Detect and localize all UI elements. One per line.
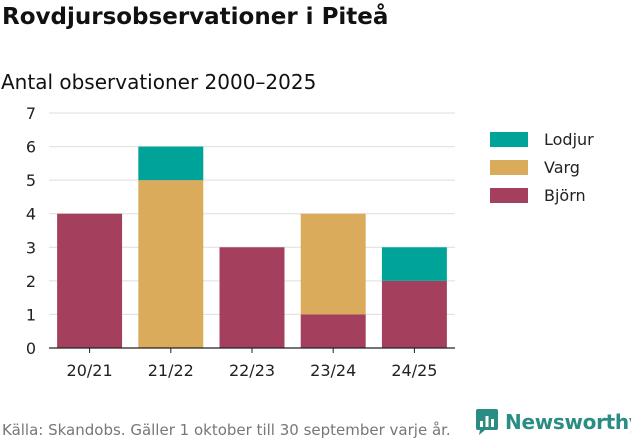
y-axis-ticks: 0 1 2 3 4 5 6 7 [26,104,36,358]
legend-swatch-björn [490,188,528,203]
bar-björn-20-21 [57,213,123,348]
y-tick-label: 5 [26,171,36,190]
legend-label-varg: Varg [544,158,580,177]
x-tick-label: 23/24 [310,361,356,380]
chart-title: Rovdjursobservationer i Piteå [2,4,389,30]
brand-name: Newsworthy [505,410,631,434]
y-tick-label: 2 [26,272,36,291]
newsworthy-chart-icon [476,409,498,435]
legend-swatch-varg [490,160,528,175]
x-tick-label: 24/25 [391,361,437,380]
y-tick-label: 1 [26,305,36,324]
legend: Lodjur Varg Björn [490,130,594,205]
legend-swatch-lodjur [490,132,528,147]
y-tick-label: 6 [26,138,36,157]
y-tick-label: 0 [26,339,36,358]
bar-björn-24-25 [381,280,447,348]
bars [57,146,447,348]
y-tick-label: 7 [26,104,36,123]
legend-label-lodjur: Lodjur [544,130,594,149]
bar-varg-23-24 [300,213,366,315]
y-tick-label: 3 [26,238,36,257]
y-tick-label: 4 [26,205,36,224]
bar-björn-22-23 [219,247,285,348]
bar-varg-21-22 [138,180,204,348]
x-tick-label: 20/21 [67,361,113,380]
source-note: Källa: Skandobs. Gäller 1 oktober till 3… [2,421,451,439]
newsworthy-logo: Newsworthy [475,407,631,437]
x-axis-ticks: 20/21 21/22 22/23 23/24 24/25 [67,348,437,380]
bar-björn-23-24 [300,314,366,348]
bar-lodjur-24-25 [381,247,447,281]
chart-subtitle: Antal observationer 2000–2025 [1,70,317,94]
x-tick-label: 21/22 [148,361,194,380]
x-tick-label: 22/23 [229,361,275,380]
legend-label-björn: Björn [544,186,586,205]
bar-lodjur-21-22 [138,146,204,181]
